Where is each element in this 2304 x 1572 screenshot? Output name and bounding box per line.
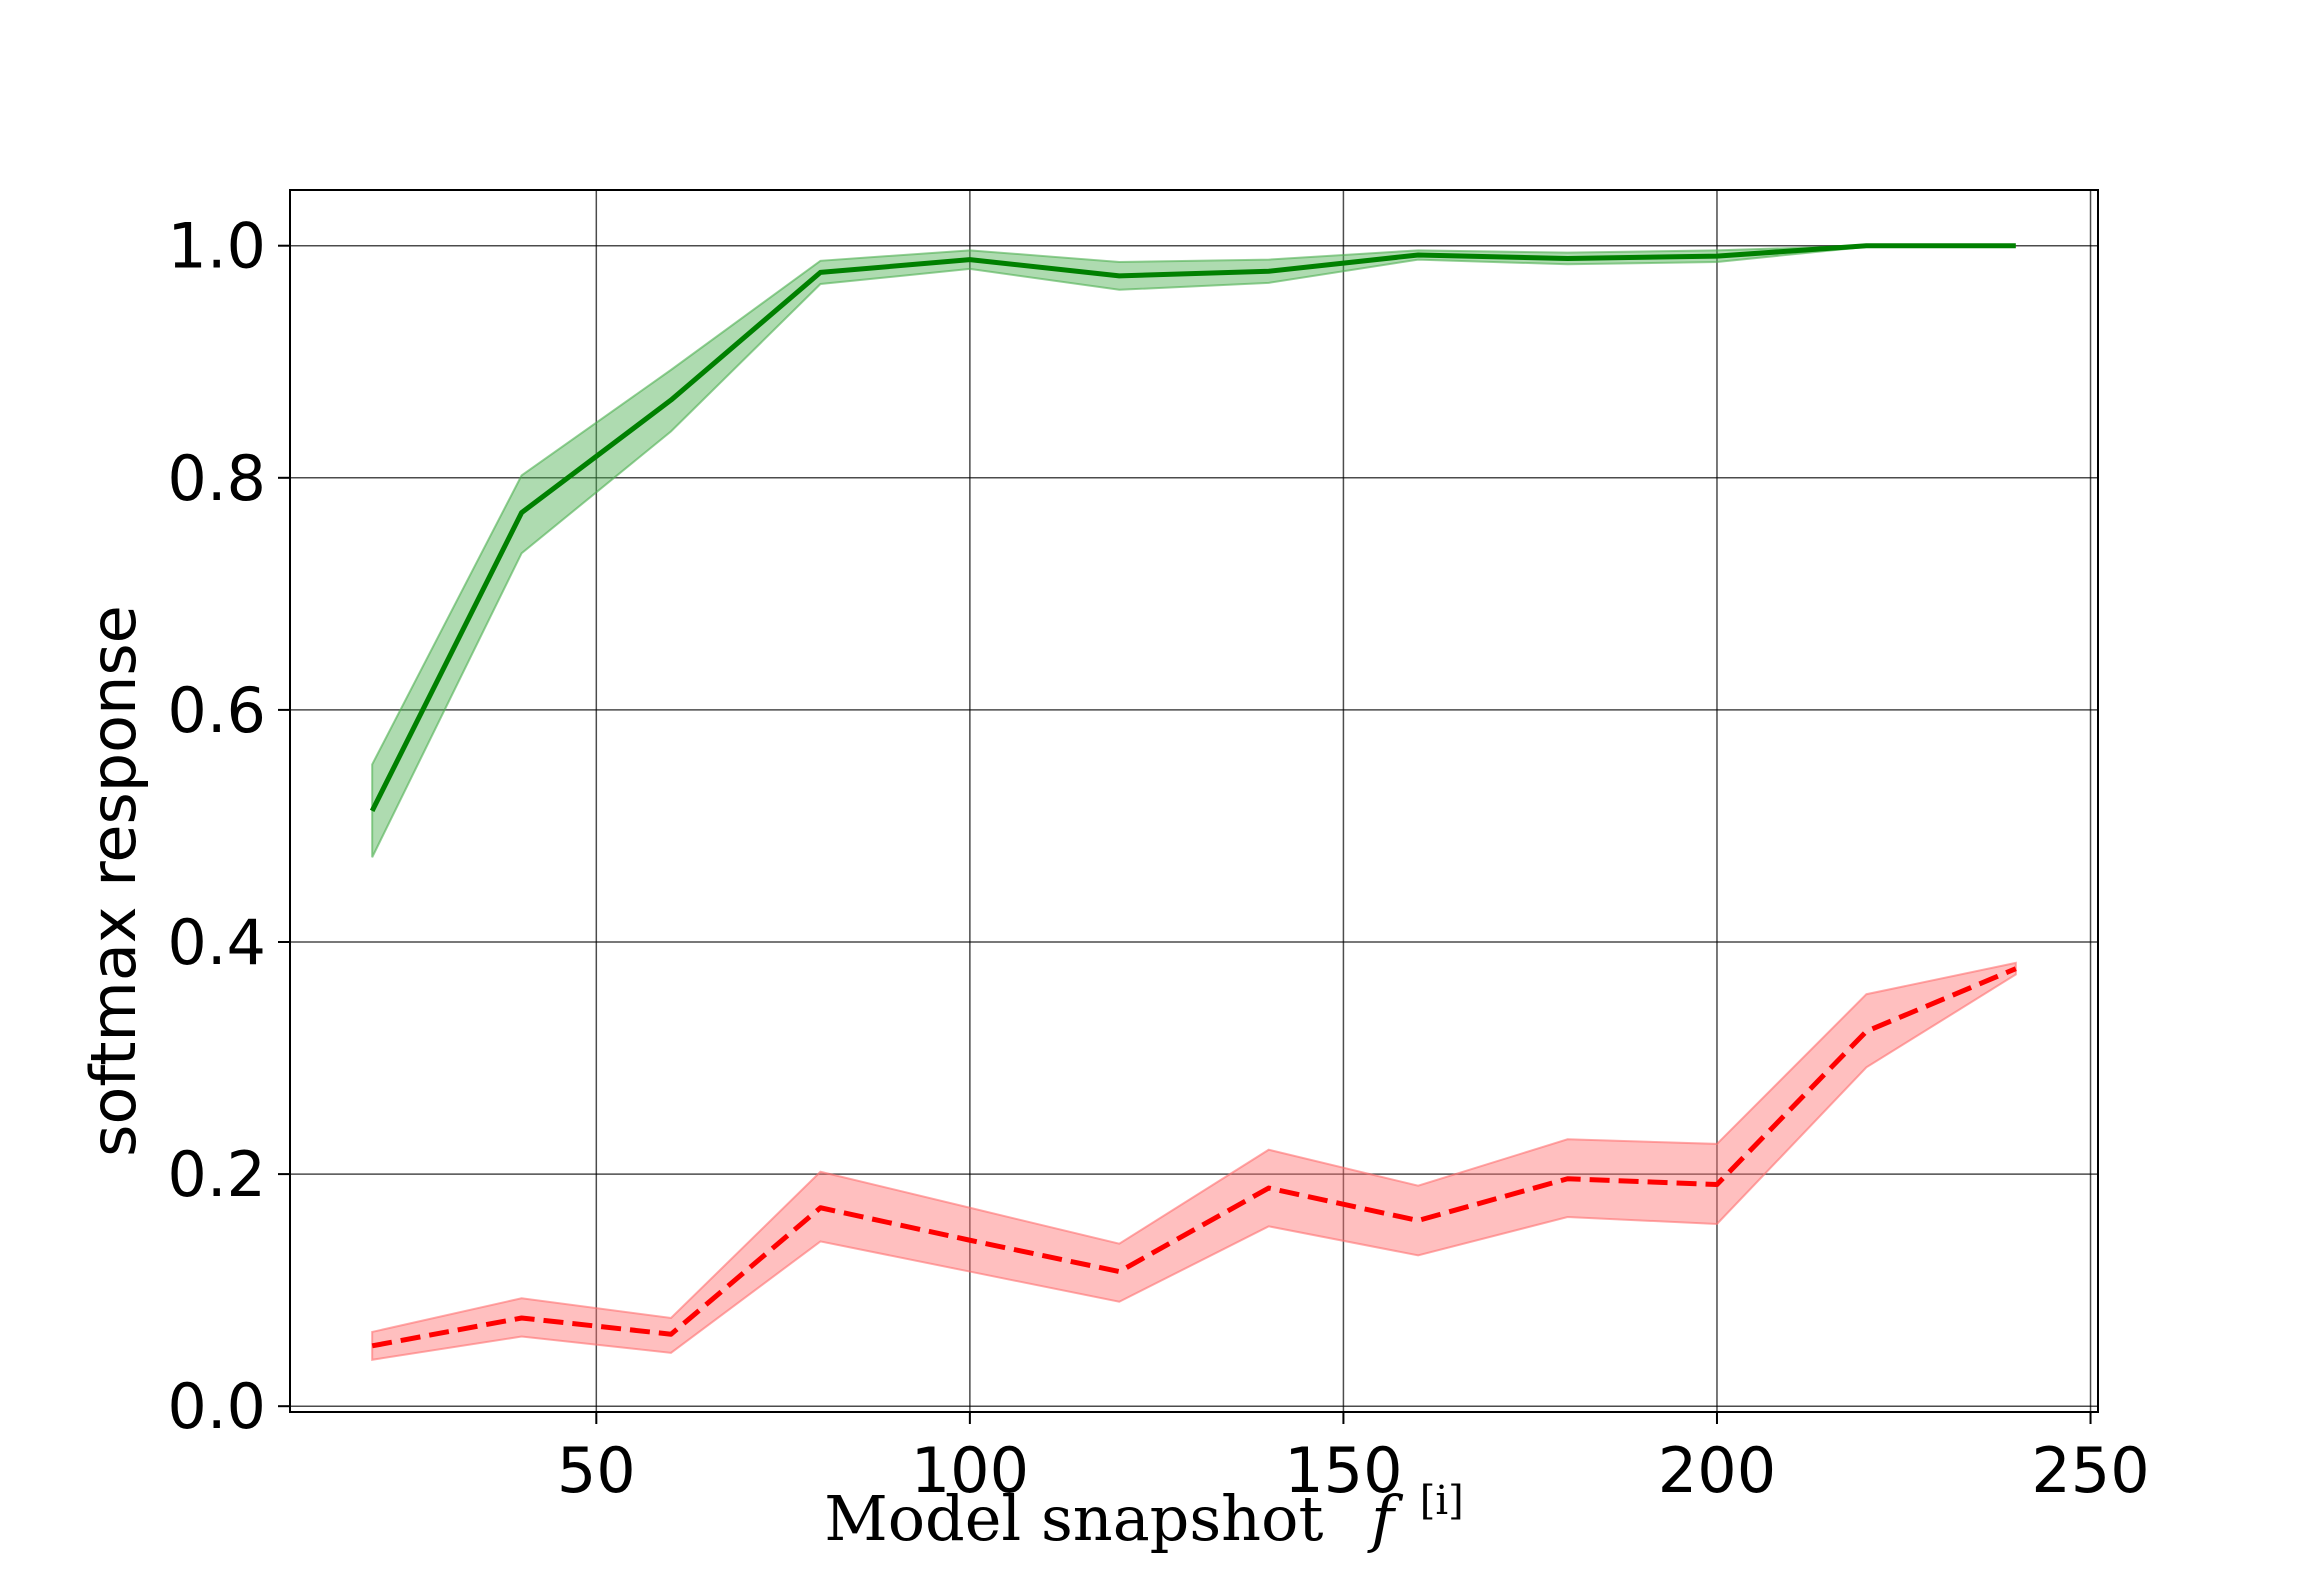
x-tick-label: 150 — [1284, 1434, 1402, 1507]
x-axis-label-symbol: f — [1367, 1482, 1404, 1555]
x-axis-label: Model snapshot f [i] — [824, 1478, 1464, 1555]
y-tick-label: 0.0 — [167, 1370, 266, 1443]
x-axis-label-superscript: [i] — [1420, 1478, 1464, 1524]
y-tick-label: 0.8 — [167, 442, 266, 515]
y-tick-label: 0.6 — [167, 674, 266, 747]
series-2-line — [371, 966, 2017, 1349]
y-tick-label: 0.4 — [167, 906, 266, 979]
series-2-band — [371, 961, 2017, 1361]
series-1-line — [369, 243, 2016, 812]
y-tick-label: 1.0 — [167, 210, 266, 283]
series-lines — [369, 243, 2017, 1349]
y-axis-label: softmax response — [77, 605, 150, 1157]
x-tick-label: 100 — [911, 1434, 1029, 1507]
x-tick-label: 50 — [557, 1434, 636, 1507]
grid — [290, 190, 2098, 1412]
x-tick-label: 250 — [2031, 1434, 2149, 1507]
y-tick-label: 0.2 — [167, 1138, 266, 1211]
plot-frame — [289, 189, 2099, 1413]
axis-ticks: 50 100 150 200 250 0.0 0.2 0.4 0.6 0.8 1.0 — [167, 210, 2149, 1507]
x-tick-label: 200 — [1658, 1434, 1776, 1507]
x-axis-label-text: Model snapshot — [824, 1482, 1323, 1555]
